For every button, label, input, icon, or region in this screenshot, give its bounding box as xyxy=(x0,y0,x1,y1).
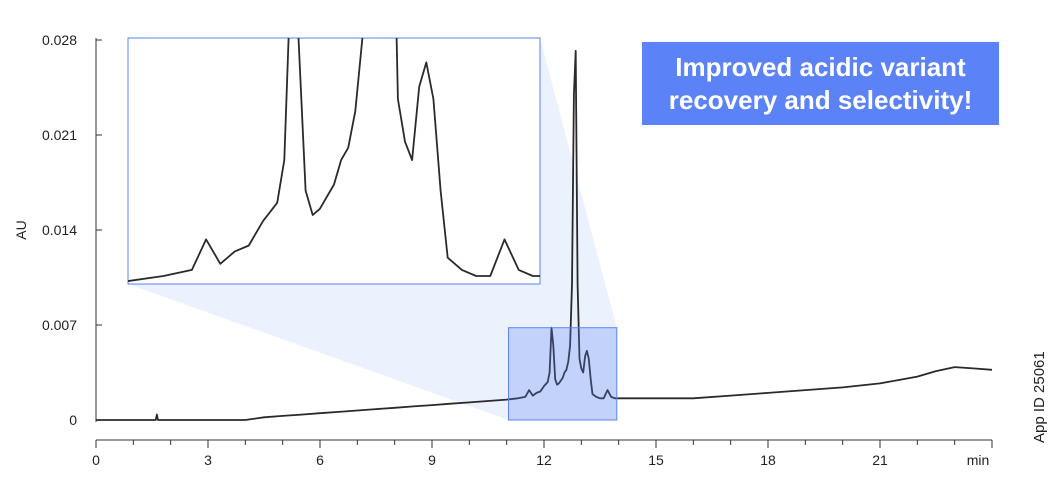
zoom-box xyxy=(508,327,618,421)
inset-trace xyxy=(128,38,540,282)
zoom-connector xyxy=(128,38,617,420)
inset-frame xyxy=(127,37,541,285)
callout-box: Improved acidic variant recovery and sel… xyxy=(642,42,999,125)
inset-panel xyxy=(127,37,541,285)
x-tick-label: 12 xyxy=(536,452,552,468)
y-tick-label: 0 xyxy=(69,412,77,428)
x-tick-label: 6 xyxy=(316,452,324,468)
zoom-region-layer xyxy=(508,327,618,421)
y-tick-label: 0.021 xyxy=(42,127,77,143)
y-tick-label: 0.007 xyxy=(42,317,77,333)
x-tick-label: 15 xyxy=(648,452,664,468)
main-trace xyxy=(96,50,993,421)
zoom-connector-shape xyxy=(128,38,617,420)
main-trace-layer xyxy=(96,50,993,421)
x-tick-label: 9 xyxy=(428,452,436,468)
x-tick-label: 0 xyxy=(92,452,100,468)
axes: 0 0.007 0.014 0.021 0.028 0 3 6 9 12 15 18 21 xyxy=(42,32,993,468)
x-tick-label: 21 xyxy=(872,452,888,468)
callout-text: Improved acidic variant recovery and sel… xyxy=(668,51,973,115)
y-tick-label: 0.014 xyxy=(42,222,77,238)
y-axis-title: AU xyxy=(13,220,29,239)
app-id-label: App ID 25061 xyxy=(1031,351,1048,443)
x-tick-label: 3 xyxy=(204,452,212,468)
x-axis-title: min xyxy=(967,452,990,468)
x-tick-label: 18 xyxy=(760,452,776,468)
y-tick-label: 0.028 xyxy=(42,32,77,48)
